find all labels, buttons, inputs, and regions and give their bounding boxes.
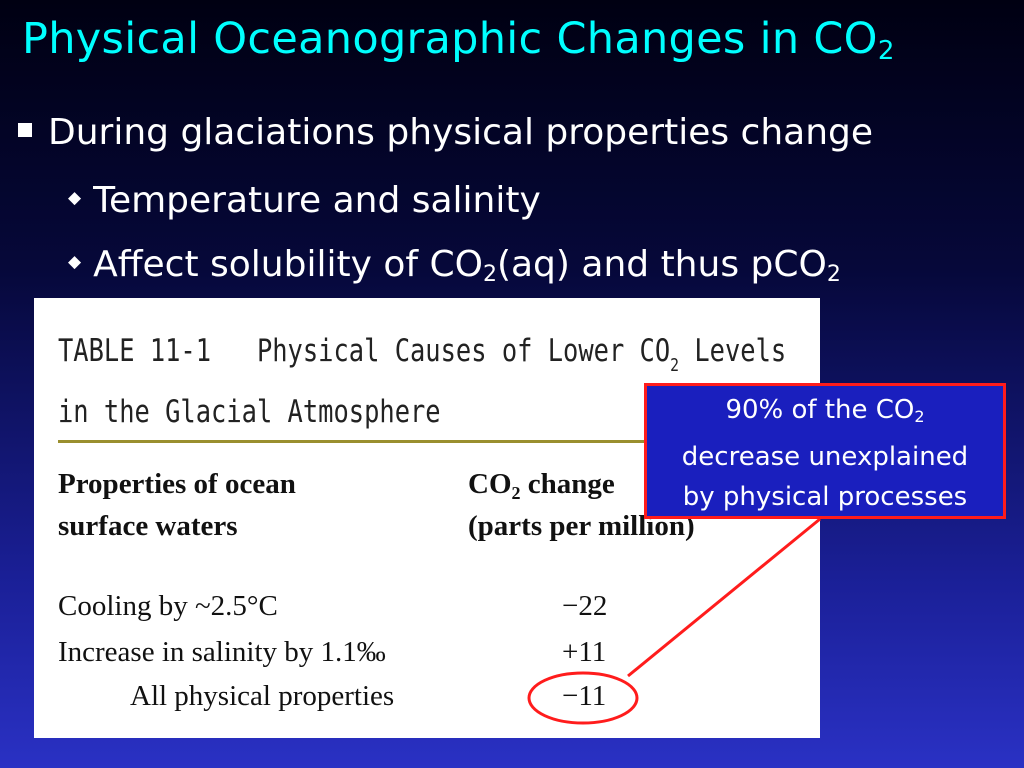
table-title-line1-suffix: Levels [679,333,787,369]
row-label-all: All physical properties [130,680,395,712]
slide-title: Physical Oceanographic Changes in CO2 [22,14,895,66]
row-label-salinity: Increase in salinity by 1.1‰ [58,636,386,668]
callout-line3: by physical processes [682,482,968,512]
header-left-1: Properties of ocean [58,468,296,500]
callout-line1: 90% of the CO2 [647,390,1003,437]
subscript: 2 [482,262,497,287]
callout-line2: decrease unexplained [681,442,969,472]
header-left-2: surface waters [58,510,238,542]
sub-bullet-solubility: ◆ Affect solubility of CO2(aq) and thus p… [68,244,841,287]
row-label-cooling: Cooling by ~2.5°C [58,590,278,622]
sub-bullet-temperature: ◆ Temperature and salinity [68,180,541,221]
callout-line1-text: 90% of the CO [725,395,915,425]
sub-bullet-text: (aq) and thus pCO [496,244,827,285]
row-value-cooling: −22 [562,590,608,622]
slide-title-text: Physical Oceanographic Changes in CO [22,14,878,64]
subscript: 2 [826,262,841,287]
sub-bullet-text: Temperature and salinity [93,180,541,221]
row-value-all: −11 [562,680,607,712]
table-rule [58,440,820,443]
header-right-1: CO2 change [468,468,615,504]
bullet-text: During glaciations physical properties c… [48,112,874,153]
square-bullet-icon [18,123,32,137]
callout-box: 90% of the CO2 decrease unexplained by p… [644,383,1006,519]
diamond-bullet-icon: ◆ [68,252,82,272]
table-title-subscript: 2 [670,355,680,376]
table-title: TABLE 11-1 Physical Causes of Lower CO2 … [58,328,786,435]
diamond-bullet-icon: ◆ [68,188,82,208]
callout-subscript: 2 [914,407,925,426]
table-title-line1: TABLE 11-1 Physical Causes of Lower CO [58,333,671,369]
row-value-salinity: +11 [562,636,607,668]
bullet-glaciations: During glaciations physical properties c… [18,112,873,153]
sub-bullet-text: Affect solubility of CO [93,244,483,285]
header-right-1-suffix: change [520,468,615,500]
table-title-line2: in the Glacial Atmosphere [58,394,441,430]
header-right-1-subscript: 2 [511,483,521,503]
header-right-1-text: CO [468,468,512,500]
slide-title-subscript: 2 [877,36,895,66]
